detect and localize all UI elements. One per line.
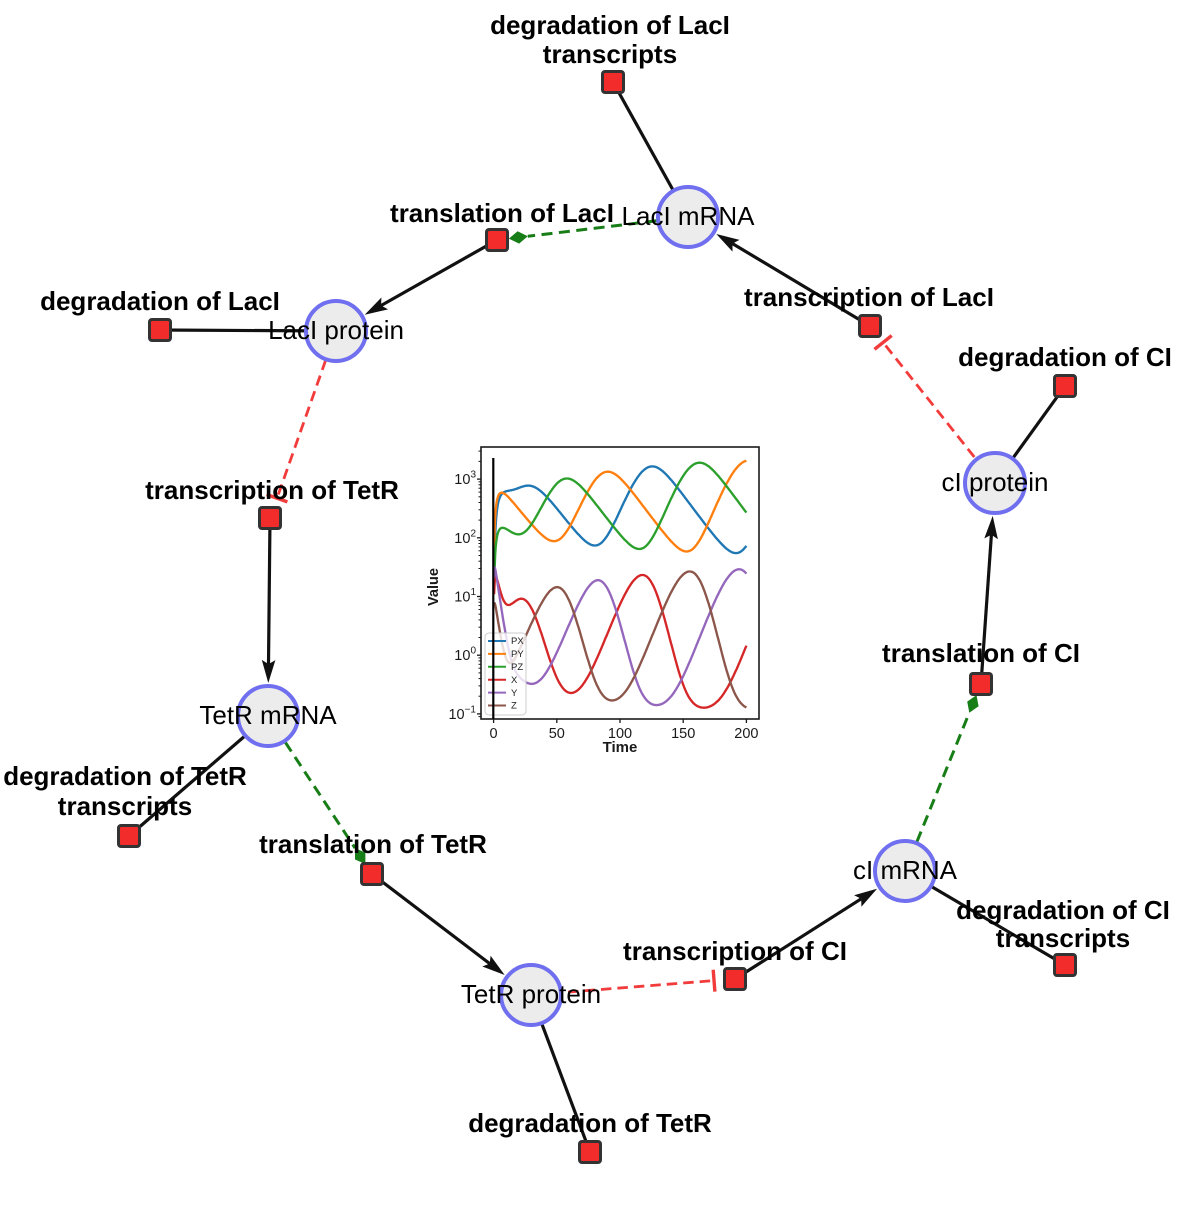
svg-text:LacI mRNA: LacI mRNA (622, 201, 756, 231)
svg-text:Time: Time (603, 739, 638, 756)
svg-text:transcription of TetR: transcription of TetR (145, 475, 399, 505)
svg-text:degradation of LacI: degradation of LacI (490, 10, 730, 40)
svg-text:Z: Z (511, 701, 517, 712)
svg-text:X: X (511, 675, 518, 686)
svg-text:transcription of LacI: transcription of LacI (744, 282, 994, 312)
svg-text:Value: Value (426, 568, 442, 606)
svg-text:TetR mRNA: TetR mRNA (199, 700, 337, 730)
svg-text:degradation of CI: degradation of CI (956, 895, 1170, 925)
svg-text:Y: Y (511, 688, 518, 699)
svg-text:PX: PX (511, 636, 524, 647)
svg-text:transcription of CI: transcription of CI (623, 936, 847, 966)
svg-text:50: 50 (549, 726, 565, 742)
svg-text:0: 0 (490, 726, 498, 742)
svg-text:cI protein: cI protein (942, 467, 1049, 497)
svg-text:translation of TetR: translation of TetR (259, 829, 487, 859)
svg-text:PY: PY (511, 649, 524, 660)
svg-text:transcripts: transcripts (58, 791, 192, 821)
svg-text:degradation of TetR: degradation of TetR (468, 1108, 712, 1138)
svg-text:200: 200 (734, 726, 758, 742)
svg-text:100: 100 (608, 726, 632, 742)
svg-text:transcripts: transcripts (543, 39, 677, 69)
svg-text:cI mRNA: cI mRNA (853, 855, 958, 885)
svg-text:translation of CI: translation of CI (882, 638, 1080, 668)
svg-text:PZ: PZ (511, 662, 523, 673)
svg-text:translation of LacI: translation of LacI (390, 198, 614, 228)
svg-text:degradation of TetR: degradation of TetR (3, 761, 247, 791)
svg-text:degradation of CI: degradation of CI (958, 342, 1172, 372)
svg-text:150: 150 (671, 726, 695, 742)
svg-text:LacI protein: LacI protein (268, 315, 404, 345)
svg-text:TetR protein: TetR protein (461, 979, 601, 1009)
svg-text:degradation of LacI: degradation of LacI (40, 286, 280, 316)
svg-text:transcripts: transcripts (996, 923, 1130, 953)
